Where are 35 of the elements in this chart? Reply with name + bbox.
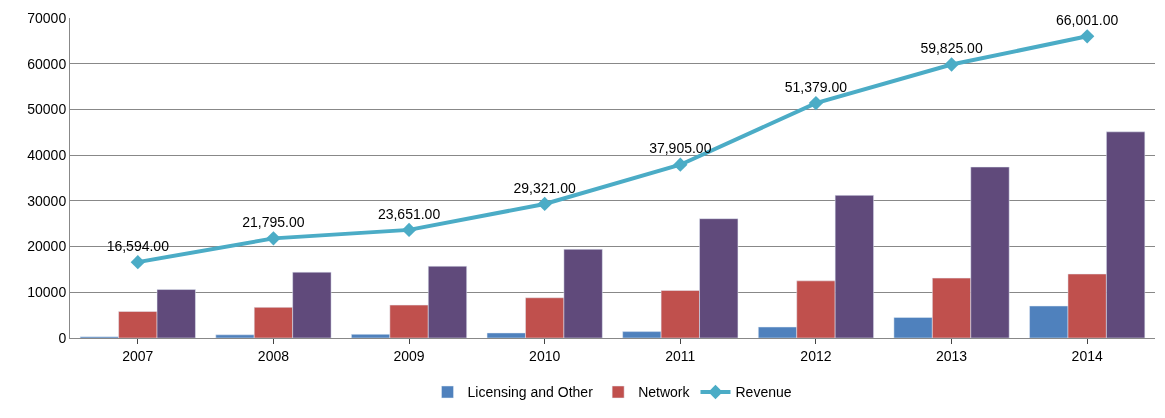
x-tick-label: 2012 [800, 347, 832, 364]
x-tick-label: 2011 [665, 347, 696, 364]
x-tick-label: 2008 [257, 347, 290, 364]
legend-label: Licensing and Other [467, 384, 594, 401]
data-label: 59,825.00 [920, 40, 983, 57]
x-tick-label: 2014 [1071, 347, 1103, 364]
data-label: 16,594.00 [106, 237, 170, 254]
x-tick-label: 2013 [935, 347, 968, 364]
point [944, 57, 959, 72]
x-tick-label: 2009 [393, 347, 425, 364]
legend-label: Network [638, 384, 691, 401]
y-tick-label: 60000 [27, 55, 67, 72]
point [537, 196, 552, 212]
data-label: 37,905.00 [649, 140, 712, 157]
point [266, 231, 281, 246]
y-tick-label: 50000 [27, 101, 67, 118]
point [401, 222, 417, 238]
x-tick-label: 2007 [122, 347, 154, 364]
data-label: 23,651.00 [377, 205, 441, 222]
y-tick-label: 20000 [27, 238, 67, 255]
data-label: 29,321.00 [513, 179, 577, 196]
y-tick-label: 40000 [27, 147, 67, 164]
legend-label: Revenue [735, 384, 792, 401]
data-label: 51,379.00 [784, 78, 848, 95]
data-label: 66,001.00 [1056, 11, 1119, 28]
y-tick-label: 0 [58, 329, 67, 346]
point [1080, 29, 1095, 44]
y-tick-label: 70000 [27, 9, 67, 26]
data-label: 21,795.00 [242, 213, 305, 230]
point [130, 254, 145, 270]
x-tick-label: 2010 [529, 347, 561, 364]
point [808, 95, 824, 111]
y-tick-label: 30000 [27, 192, 67, 209]
y-tick-label: 10000 [27, 284, 67, 301]
point [673, 157, 688, 172]
